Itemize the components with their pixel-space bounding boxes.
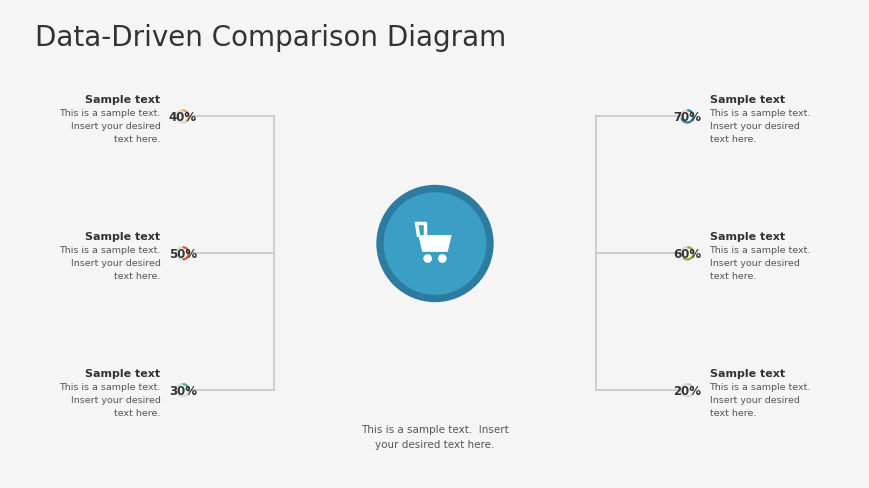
Text: Sample text: Sample text [85, 95, 160, 105]
Circle shape [437, 255, 446, 264]
Text: This is a sample text.
Insert your desired
text here.: This is a sample text. Insert your desir… [59, 383, 160, 417]
Circle shape [376, 185, 493, 303]
Wedge shape [176, 110, 189, 124]
Text: This is a sample text.
Insert your desired
text here.: This is a sample text. Insert your desir… [59, 109, 160, 144]
Polygon shape [418, 236, 451, 252]
Wedge shape [182, 383, 189, 393]
Wedge shape [182, 110, 189, 123]
Text: This is a sample text.  Insert
your desired text here.: This is a sample text. Insert your desir… [361, 424, 508, 449]
Text: This is a sample text.
Insert your desired
text here.: This is a sample text. Insert your desir… [59, 246, 160, 281]
Wedge shape [680, 110, 693, 124]
Wedge shape [687, 383, 693, 389]
Text: This is a sample text.
Insert your desired
text here.: This is a sample text. Insert your desir… [709, 246, 810, 281]
Text: 20%: 20% [673, 384, 700, 397]
Text: 70%: 70% [673, 111, 700, 123]
Wedge shape [176, 246, 189, 261]
Circle shape [383, 193, 486, 295]
Wedge shape [680, 246, 693, 261]
Text: Sample text: Sample text [85, 368, 160, 378]
Text: Sample text: Sample text [709, 95, 784, 105]
Wedge shape [182, 246, 189, 261]
Text: Data-Driven Comparison Diagram: Data-Driven Comparison Diagram [35, 24, 506, 52]
Wedge shape [680, 383, 693, 398]
Text: 30%: 30% [169, 384, 196, 397]
Text: This is a sample text.
Insert your desired
text here.: This is a sample text. Insert your desir… [709, 383, 810, 417]
Wedge shape [176, 383, 189, 398]
Text: Sample text: Sample text [709, 232, 784, 242]
Circle shape [423, 255, 432, 264]
Text: Sample text: Sample text [709, 368, 784, 378]
Wedge shape [682, 246, 693, 261]
Wedge shape [680, 110, 693, 124]
Text: 60%: 60% [673, 247, 700, 260]
Text: 50%: 50% [169, 247, 196, 260]
Text: This is a sample text.
Insert your desired
text here.: This is a sample text. Insert your desir… [709, 109, 810, 144]
Text: Sample text: Sample text [85, 232, 160, 242]
Text: 40%: 40% [169, 111, 196, 123]
